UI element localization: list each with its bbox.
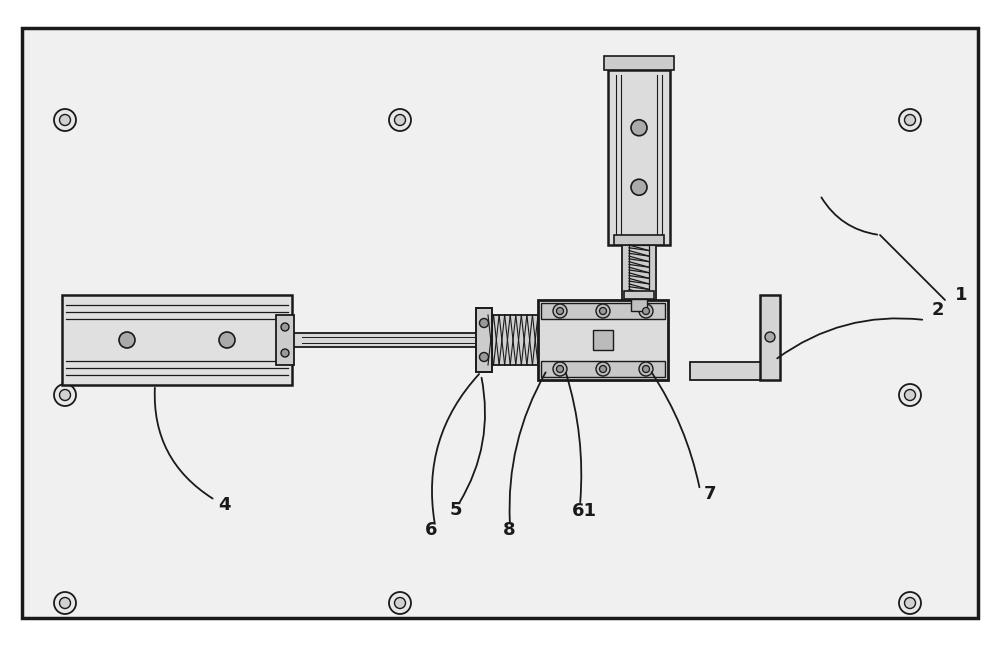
FancyArrowPatch shape <box>566 373 581 502</box>
Circle shape <box>553 304 567 318</box>
Circle shape <box>281 323 289 331</box>
Circle shape <box>553 362 567 376</box>
Circle shape <box>480 318 488 328</box>
Bar <box>629 245 649 295</box>
Text: 2: 2 <box>932 301 944 319</box>
Text: 5: 5 <box>450 501 462 519</box>
FancyArrowPatch shape <box>459 378 485 503</box>
Bar <box>760 295 780 380</box>
Circle shape <box>556 308 564 314</box>
Circle shape <box>899 384 921 406</box>
Circle shape <box>54 592 76 614</box>
Circle shape <box>639 362 653 376</box>
Text: 7: 7 <box>704 485 716 503</box>
Circle shape <box>600 308 606 314</box>
Text: 4: 4 <box>218 496 230 514</box>
Circle shape <box>60 115 70 125</box>
Circle shape <box>596 304 610 318</box>
Circle shape <box>639 304 653 318</box>
Bar <box>488 315 538 365</box>
Circle shape <box>394 597 406 609</box>
Circle shape <box>394 115 406 125</box>
Circle shape <box>904 597 916 609</box>
Circle shape <box>389 592 411 614</box>
Bar <box>608 70 670 245</box>
FancyArrowPatch shape <box>821 197 877 234</box>
Circle shape <box>60 597 70 609</box>
Bar <box>62 295 292 385</box>
Bar <box>538 300 668 380</box>
Text: 8: 8 <box>503 521 516 539</box>
Circle shape <box>281 349 289 357</box>
Bar <box>476 308 492 372</box>
Bar <box>631 299 647 311</box>
Circle shape <box>600 366 606 372</box>
Bar <box>541 303 665 319</box>
FancyArrowPatch shape <box>155 388 213 499</box>
Text: 1: 1 <box>955 286 968 304</box>
Circle shape <box>480 352 488 362</box>
Circle shape <box>119 332 135 348</box>
Bar <box>22 28 978 618</box>
Circle shape <box>899 592 921 614</box>
Circle shape <box>904 390 916 400</box>
Circle shape <box>642 366 650 372</box>
Circle shape <box>60 390 70 400</box>
Bar <box>593 330 613 350</box>
Bar <box>292 333 500 347</box>
Bar <box>276 315 294 365</box>
Bar <box>622 245 656 300</box>
FancyArrowPatch shape <box>652 372 699 488</box>
Circle shape <box>54 109 76 131</box>
Circle shape <box>596 362 610 376</box>
Bar <box>690 362 780 380</box>
Bar <box>614 235 664 245</box>
Circle shape <box>642 308 650 314</box>
Bar <box>624 291 654 299</box>
Text: 6: 6 <box>425 521 438 539</box>
Circle shape <box>54 384 76 406</box>
Bar <box>604 56 674 70</box>
Circle shape <box>631 120 647 136</box>
Circle shape <box>219 332 235 348</box>
Circle shape <box>389 109 411 131</box>
Bar <box>541 361 665 377</box>
FancyArrowPatch shape <box>510 372 546 522</box>
Circle shape <box>765 332 775 342</box>
FancyArrowPatch shape <box>432 374 479 522</box>
Circle shape <box>556 366 564 372</box>
Text: 61: 61 <box>572 502 597 520</box>
FancyArrowPatch shape <box>777 318 922 358</box>
Circle shape <box>899 109 921 131</box>
Circle shape <box>631 179 647 195</box>
Circle shape <box>904 115 916 125</box>
